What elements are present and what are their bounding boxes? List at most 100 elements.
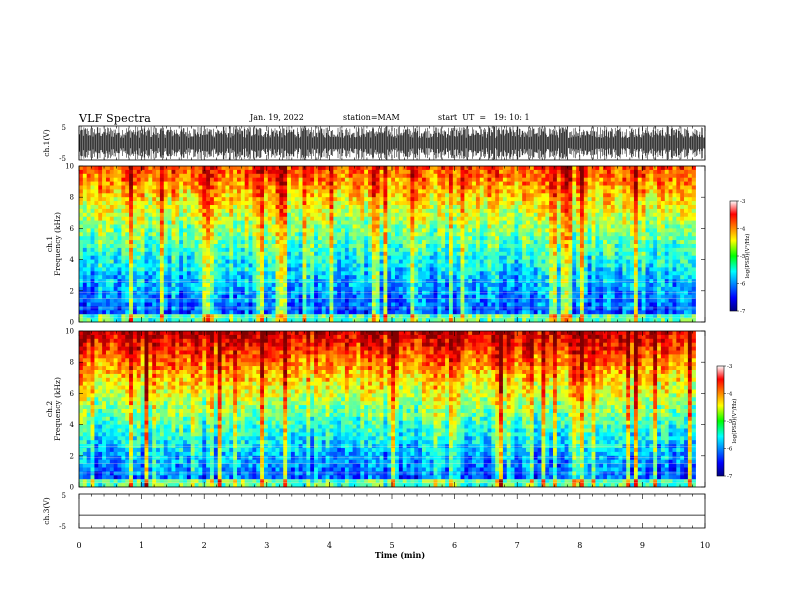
spectrogram-cell xyxy=(337,275,342,280)
spectrogram-cell xyxy=(136,314,141,319)
spectrogram-cell xyxy=(391,306,396,311)
spectrogram-cell xyxy=(344,220,350,225)
spectrogram-cell xyxy=(402,306,407,311)
spectrogram-cell xyxy=(518,185,523,190)
spectrogram-cell xyxy=(263,275,269,280)
spectrogram-cell xyxy=(252,193,257,198)
spectrogram-cell xyxy=(206,212,211,217)
spectrogram-cell xyxy=(464,259,469,264)
spectrogram-cell xyxy=(472,263,477,268)
spectrogram-cell xyxy=(82,232,87,237)
spectrogram-cell xyxy=(425,201,430,206)
spectrogram-cell xyxy=(213,193,219,198)
spectrogram-cell xyxy=(383,236,388,241)
spectrogram-cell xyxy=(271,189,276,194)
spectrogram-cell xyxy=(121,286,126,292)
spectrogram-cell xyxy=(213,240,219,245)
spectrogram-cell xyxy=(121,216,126,221)
spectrogram-cell xyxy=(144,166,149,171)
spectrogram-cell xyxy=(156,298,161,303)
spectrogram-cell xyxy=(441,271,446,276)
spectrogram-cell xyxy=(518,283,523,288)
spectrogram-cell xyxy=(237,318,242,323)
spectrogram-cell xyxy=(213,294,219,299)
spectrogram-cell xyxy=(156,228,161,233)
spectrogram-cell xyxy=(368,220,373,225)
spectrogram-cell xyxy=(325,286,330,292)
spectrogram-cell xyxy=(86,208,91,214)
spectrogram-cell xyxy=(86,298,91,303)
spectrogram-cell xyxy=(117,197,122,202)
spectrogram-cell xyxy=(252,197,257,202)
spectrogram-cell xyxy=(383,212,388,217)
spectrogram-cell xyxy=(82,193,87,198)
spectrogram-cell xyxy=(395,318,400,323)
spectrogram-cell xyxy=(475,286,481,292)
spectrogram-cell xyxy=(533,259,538,264)
spectrogram-cell xyxy=(248,205,253,210)
spectrogram-cell xyxy=(79,267,84,272)
spectrogram-cell xyxy=(90,286,95,292)
spectrogram-cell xyxy=(225,216,230,221)
spectrogram-cell xyxy=(86,255,91,260)
spectrogram-cell xyxy=(537,240,542,245)
spectrogram-cell xyxy=(290,201,296,206)
spectrogram-cell xyxy=(94,181,99,186)
spectrogram-cell xyxy=(279,181,284,186)
spectrogram-cell xyxy=(237,181,242,186)
spectrogram-cell xyxy=(383,251,388,256)
spectrogram-cell xyxy=(113,240,118,245)
spectrogram-cell xyxy=(152,216,157,221)
spectrogram-cell xyxy=(290,197,296,202)
spectrogram-cell xyxy=(456,283,461,288)
spectrogram-cell xyxy=(171,169,176,175)
spectrogram-cell xyxy=(418,189,423,194)
spectrogram-cell xyxy=(275,275,280,280)
spectrogram-cell xyxy=(210,271,215,276)
spectrogram-cell xyxy=(360,173,365,178)
spectrogram-cell xyxy=(537,302,542,307)
spectrogram-cell xyxy=(98,251,103,256)
spectrogram-cell xyxy=(445,212,450,217)
spectrogram-cell xyxy=(460,236,465,241)
spectrogram-cell xyxy=(240,286,246,292)
spectrogram-cell xyxy=(445,275,450,280)
spectrogram-cell xyxy=(541,247,546,253)
spectrogram-cell xyxy=(233,189,238,194)
spectrogram-cell xyxy=(437,193,442,198)
spectrogram-cell xyxy=(167,255,172,260)
spectrogram-cell xyxy=(194,255,199,260)
spectrogram-cell xyxy=(190,247,195,253)
spectrogram-cell xyxy=(248,228,253,233)
spectrogram-cell xyxy=(387,259,392,264)
spectrogram-cell xyxy=(475,240,481,245)
spectrogram-cell xyxy=(445,189,450,194)
spectrogram-cell xyxy=(549,193,554,198)
spectrogram-cell xyxy=(522,244,527,249)
spectrogram-cell xyxy=(263,212,269,217)
spectrogram-cell xyxy=(499,263,504,268)
spectrogram-cell xyxy=(341,318,346,323)
spectrogram-cell xyxy=(159,208,165,214)
spectrogram-cell xyxy=(437,181,442,186)
spectrogram-cell xyxy=(387,271,392,276)
spectrogram-cell xyxy=(387,314,392,319)
spectrogram-cell xyxy=(190,228,195,233)
spectrogram-cell xyxy=(387,298,392,303)
spectrogram-cell xyxy=(198,216,203,221)
spectrogram-cell xyxy=(402,181,407,186)
spectrogram-cell xyxy=(190,201,195,206)
spectrogram-cell xyxy=(294,310,299,315)
spectrogram-cell xyxy=(221,177,226,182)
spectrogram-cell xyxy=(233,302,238,307)
spectrogram-cell xyxy=(537,169,542,175)
spectrogram-cell xyxy=(198,169,203,175)
spectrogram-cell xyxy=(418,197,423,202)
spectrogram-cell xyxy=(206,201,211,206)
spectrogram-cell xyxy=(437,205,442,210)
spectrogram-cell xyxy=(121,251,126,256)
spectrogram-cell xyxy=(541,197,546,202)
spectrogram-cell xyxy=(495,255,500,260)
spectrogram-cell xyxy=(368,302,373,307)
spectrogram-cell xyxy=(125,169,130,175)
